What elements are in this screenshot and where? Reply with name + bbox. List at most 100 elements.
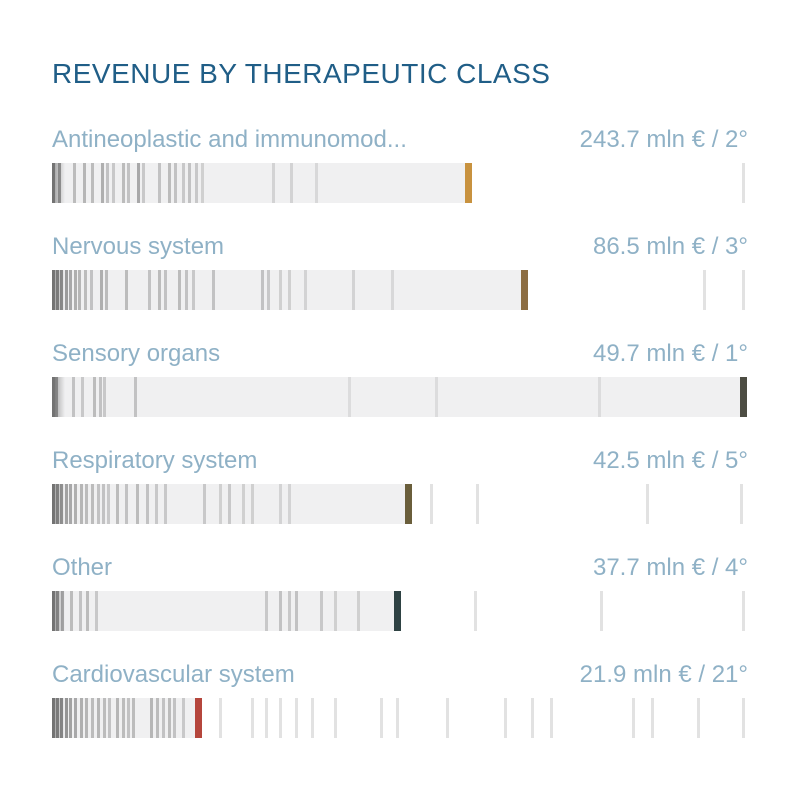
competitor-tick bbox=[294, 591, 298, 631]
competitor-tick bbox=[251, 484, 255, 524]
competitor-tick bbox=[347, 377, 351, 417]
company-rank-marker bbox=[393, 591, 401, 631]
competitor-tick bbox=[125, 270, 129, 310]
company-rank-marker bbox=[194, 698, 202, 738]
row-header: Other 37.7 mln € / 4° bbox=[52, 554, 748, 581]
row-header: Cardiovascular system 21.9 mln € / 21° bbox=[52, 661, 748, 688]
competitor-tick bbox=[61, 591, 65, 631]
competitor-tick bbox=[52, 270, 55, 310]
competitor-tick bbox=[73, 270, 77, 310]
competitor-tick bbox=[85, 698, 89, 738]
rank-strip bbox=[52, 270, 748, 310]
competitor-tick bbox=[52, 377, 55, 417]
competitor-tick bbox=[102, 484, 106, 524]
competitor-tick-outside bbox=[741, 591, 745, 631]
strip-track bbox=[52, 484, 412, 524]
competitor-tick-outside bbox=[333, 698, 337, 738]
competitor-tick bbox=[264, 591, 268, 631]
competitor-tick bbox=[127, 163, 131, 203]
competitor-tick bbox=[390, 270, 394, 310]
competitor-tick bbox=[167, 163, 171, 203]
revenue-rank-value: 21.9 mln € / 21° bbox=[579, 661, 748, 688]
competitor-tick bbox=[271, 163, 275, 203]
competitor-tick bbox=[64, 698, 68, 738]
competitor-tick bbox=[64, 270, 68, 310]
competitor-tick bbox=[182, 163, 186, 203]
competitor-tick bbox=[81, 377, 85, 417]
rank-strip bbox=[52, 377, 748, 417]
competitor-tick-outside bbox=[631, 698, 635, 738]
class-label: Nervous system bbox=[52, 233, 225, 260]
competitor-tick bbox=[303, 270, 307, 310]
competitor-tick bbox=[156, 698, 160, 738]
competitor-tick-outside bbox=[310, 698, 314, 738]
competitor-tick bbox=[96, 698, 100, 738]
competitor-tick-outside bbox=[651, 698, 655, 738]
competitor-tick bbox=[79, 591, 83, 631]
competitor-tick bbox=[56, 484, 60, 524]
competitor-tick bbox=[74, 484, 78, 524]
competitor-tick-outside bbox=[395, 698, 399, 738]
company-rank-marker bbox=[521, 270, 529, 310]
revenue-rank-value: 42.5 mln € / 5° bbox=[592, 447, 748, 474]
strip-track bbox=[52, 377, 747, 417]
competitor-tick-outside bbox=[264, 698, 268, 738]
row-nervous-system: Nervous system 86.5 mln € / 3° bbox=[52, 233, 748, 310]
competitor-tick bbox=[157, 270, 161, 310]
competitor-tick bbox=[79, 484, 83, 524]
competitor-tick bbox=[287, 591, 291, 631]
rank-strip bbox=[52, 484, 748, 524]
competitor-tick bbox=[287, 484, 291, 524]
competitor-tick bbox=[434, 377, 438, 417]
competitor-tick bbox=[79, 698, 83, 738]
competitor-tick bbox=[148, 270, 152, 310]
class-label: Cardiovascular system bbox=[52, 661, 295, 688]
competitor-tick bbox=[132, 698, 136, 738]
competitor-tick-outside bbox=[251, 698, 255, 738]
competitor-tick bbox=[157, 163, 161, 203]
competitor-tick bbox=[106, 163, 110, 203]
competitor-tick-outside bbox=[702, 270, 706, 310]
row-sensory-organs: Sensory organs 49.7 mln € / 1° bbox=[52, 340, 748, 417]
competitor-tick-outside bbox=[219, 698, 223, 738]
competitor-tick-outside bbox=[445, 698, 449, 738]
competitor-tick bbox=[96, 484, 100, 524]
competitor-tick bbox=[161, 698, 165, 738]
competitor-tick bbox=[52, 698, 55, 738]
competitor-tick bbox=[60, 698, 64, 738]
competitor-tick bbox=[188, 163, 192, 203]
competitor-tick bbox=[136, 163, 140, 203]
competitor-tick-outside bbox=[294, 698, 298, 738]
class-label: Respiratory system bbox=[52, 447, 258, 474]
competitor-tick-outside bbox=[530, 698, 534, 738]
competitor-tick bbox=[116, 698, 120, 738]
competitor-tick-outside bbox=[645, 484, 649, 524]
strip-track bbox=[52, 591, 401, 631]
company-rank-marker bbox=[739, 377, 747, 417]
competitor-tick bbox=[136, 484, 140, 524]
competitor-tick bbox=[278, 591, 282, 631]
competitor-tick bbox=[72, 163, 76, 203]
competitor-tick bbox=[203, 484, 207, 524]
competitor-tick bbox=[212, 270, 216, 310]
competitor-tick bbox=[219, 484, 223, 524]
competitor-tick-outside bbox=[741, 163, 745, 203]
competitor-tick bbox=[155, 484, 158, 524]
competitor-tick-outside bbox=[429, 484, 433, 524]
competitor-tick bbox=[52, 591, 55, 631]
competitor-tick bbox=[351, 270, 355, 310]
competitor-tick bbox=[267, 270, 271, 310]
row-header: Nervous system 86.5 mln € / 3° bbox=[52, 233, 748, 260]
competitor-tick bbox=[82, 163, 86, 203]
competitor-tick bbox=[56, 270, 60, 310]
competitor-tick bbox=[127, 698, 131, 738]
competitor-tick-outside bbox=[599, 591, 603, 631]
competitor-tick bbox=[52, 163, 55, 203]
competitor-tick bbox=[145, 484, 149, 524]
competitor-tick bbox=[68, 270, 72, 310]
competitor-tick bbox=[134, 377, 138, 417]
row-header: Respiratory system 42.5 mln € / 5° bbox=[52, 447, 748, 474]
row-antineoplastic: Antineoplastic and immunomod... 243.7 ml… bbox=[52, 126, 748, 203]
class-label: Sensory organs bbox=[52, 340, 221, 367]
competitor-tick bbox=[191, 270, 195, 310]
